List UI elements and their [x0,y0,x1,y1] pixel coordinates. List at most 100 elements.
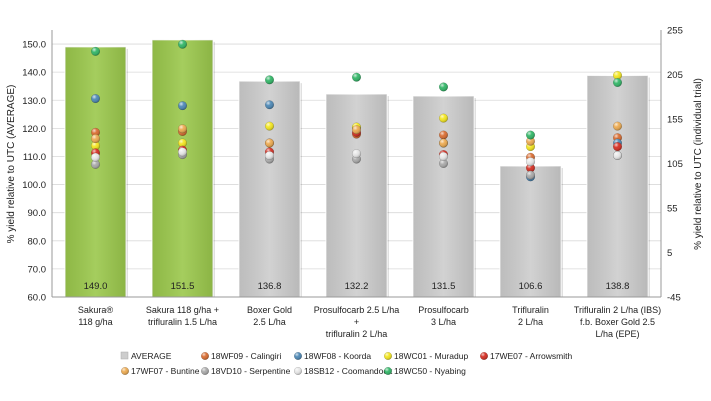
data-point [177,39,188,49]
data-point [438,151,449,161]
category-label: Sakura 118 g/ha + [146,305,219,315]
category-label: Prosulfocarb [418,305,469,315]
legend-item: 18WF08 - Koorda [293,351,371,361]
data-point [264,100,275,110]
right-tick-label: 155 [667,115,683,126]
legend-item: 18VD10 - Serpentine [200,366,291,376]
left-tick-label: 60.0 [28,293,47,304]
legend: AVERAGE 18WF09 - Calingiri 18WF08 - Koorda… [120,351,572,376]
legend-item: 17WE07 - Arrowsmith [479,351,572,361]
legend-item: 18WC01 - Muradup [383,351,468,361]
bar-value-label: 132.2 [345,281,369,292]
left-tick-label: 80.0 [28,236,47,247]
legend-item-average: AVERAGE [120,351,172,361]
data-point [525,157,536,167]
data-point [264,121,275,131]
category-labels: Sakura® 118 g/ha Sakura 118 g/ha + triflura… [78,305,661,339]
bar-shading [152,39,213,297]
bar-value-label: 138.8 [606,281,630,292]
category-label: 118 g/ha [78,317,112,327]
data-point [177,147,188,157]
legend-item: 18SB12 - Coomandook [293,366,393,376]
category-label: 3 L/ha [431,317,456,327]
left-axis-title: % yield relative to UTC (AVERAGE) [6,85,17,244]
data-point [90,152,101,162]
bar-shading [65,46,126,297]
data-point [90,46,101,56]
legend-label: 18VD10 - Serpentine [211,366,291,376]
bar-value-label: 131.5 [432,281,456,292]
right-tick-label: 5 [667,248,672,259]
bar-shading [239,81,300,297]
data-point [612,150,623,161]
legend-item: 18WF09 - Calingiri [200,351,281,361]
left-tick-label: 90.0 [28,208,47,219]
data-point [438,130,449,140]
legend-label: 18WC01 - Muradup [394,351,468,361]
data-point [438,158,449,169]
legend-label: AVERAGE [131,351,172,361]
data-point [351,125,362,135]
bar-shading [500,166,561,297]
category-label: Prosulfocarb 2.5 L/ha [314,305,400,315]
category-label: L/ha (EPE) [595,329,639,339]
left-tick-label: 140.0 [22,68,46,79]
legend-label: 17WE07 - Arrowsmith [490,351,572,361]
bar-value-label: 136.8 [258,281,282,292]
left-tick-label: 130.0 [22,96,46,107]
data-point [525,136,536,146]
left-axis-ticks: 60.0 70.0 80.0 90.0 100.0 110.0 120.0 130.0 140.… [22,40,46,304]
left-tick-label: 100.0 [22,180,46,191]
bar-value-label: 149.0 [84,281,108,292]
data-point [264,150,275,161]
right-axis-title: % yield relative to UTC (individual tria… [693,78,704,250]
left-tick-label: 150.0 [22,40,46,51]
bar-value-label: 106.6 [519,281,543,292]
data-point [612,121,623,131]
left-tick-label: 120.0 [22,124,46,135]
data-point [612,77,623,88]
legend-label: 18WC50 - Nyabing [394,366,466,376]
bars: 149.0 151.5 136.8 132.2 131.5 106.6 138.8 [64,39,650,298]
right-tick-label: 55 [667,204,678,215]
legend-item: 17WF07 - Buntine [120,366,200,376]
data-point [612,142,623,152]
data-point [525,163,536,173]
left-tick-label: 110.0 [23,152,46,163]
data-point [177,101,188,111]
legend-item: 18WC50 - Nyabing [383,366,466,376]
data-point [90,93,101,104]
data-point [264,75,275,85]
data-point [438,113,449,123]
category-label: Sakura® [78,305,114,315]
category-label: 2 L/ha [518,317,543,327]
legend-label: 18WF09 - Calingiri [211,351,281,361]
data-point [612,70,623,80]
bar-shading [413,96,474,298]
category-label: f.b. Boxer Gold 2.5 [580,317,655,327]
category-label: trifluralin 2 L/ha [326,329,388,339]
data-points [90,39,623,182]
bar-value-label: 151.5 [171,281,195,292]
right-tick-label: 205 [667,70,683,81]
legend-label: 18WF08 - Koorda [304,351,371,361]
data-point [90,134,101,144]
data-point [525,170,536,180]
category-label: + [354,317,359,327]
category-label: trifluralin 1.5 L/ha [148,317,217,327]
bar-shading [587,75,648,298]
data-point [438,82,449,92]
legend-label: 18SB12 - Coomandook [304,366,393,376]
category-label: Trifluralin 2 L/ha (IBS) [574,305,661,315]
right-tick-label: 255 [667,26,683,37]
category-label: 2.5 L/ha [253,317,286,327]
legend-label: 17WF07 - Buntine [131,366,200,376]
right-tick-label: 105 [667,159,683,170]
data-point [351,149,362,159]
category-label: Boxer Gold [247,305,292,315]
right-tick-label: -45 [667,293,681,304]
data-point [177,138,188,148]
data-point [438,138,449,148]
